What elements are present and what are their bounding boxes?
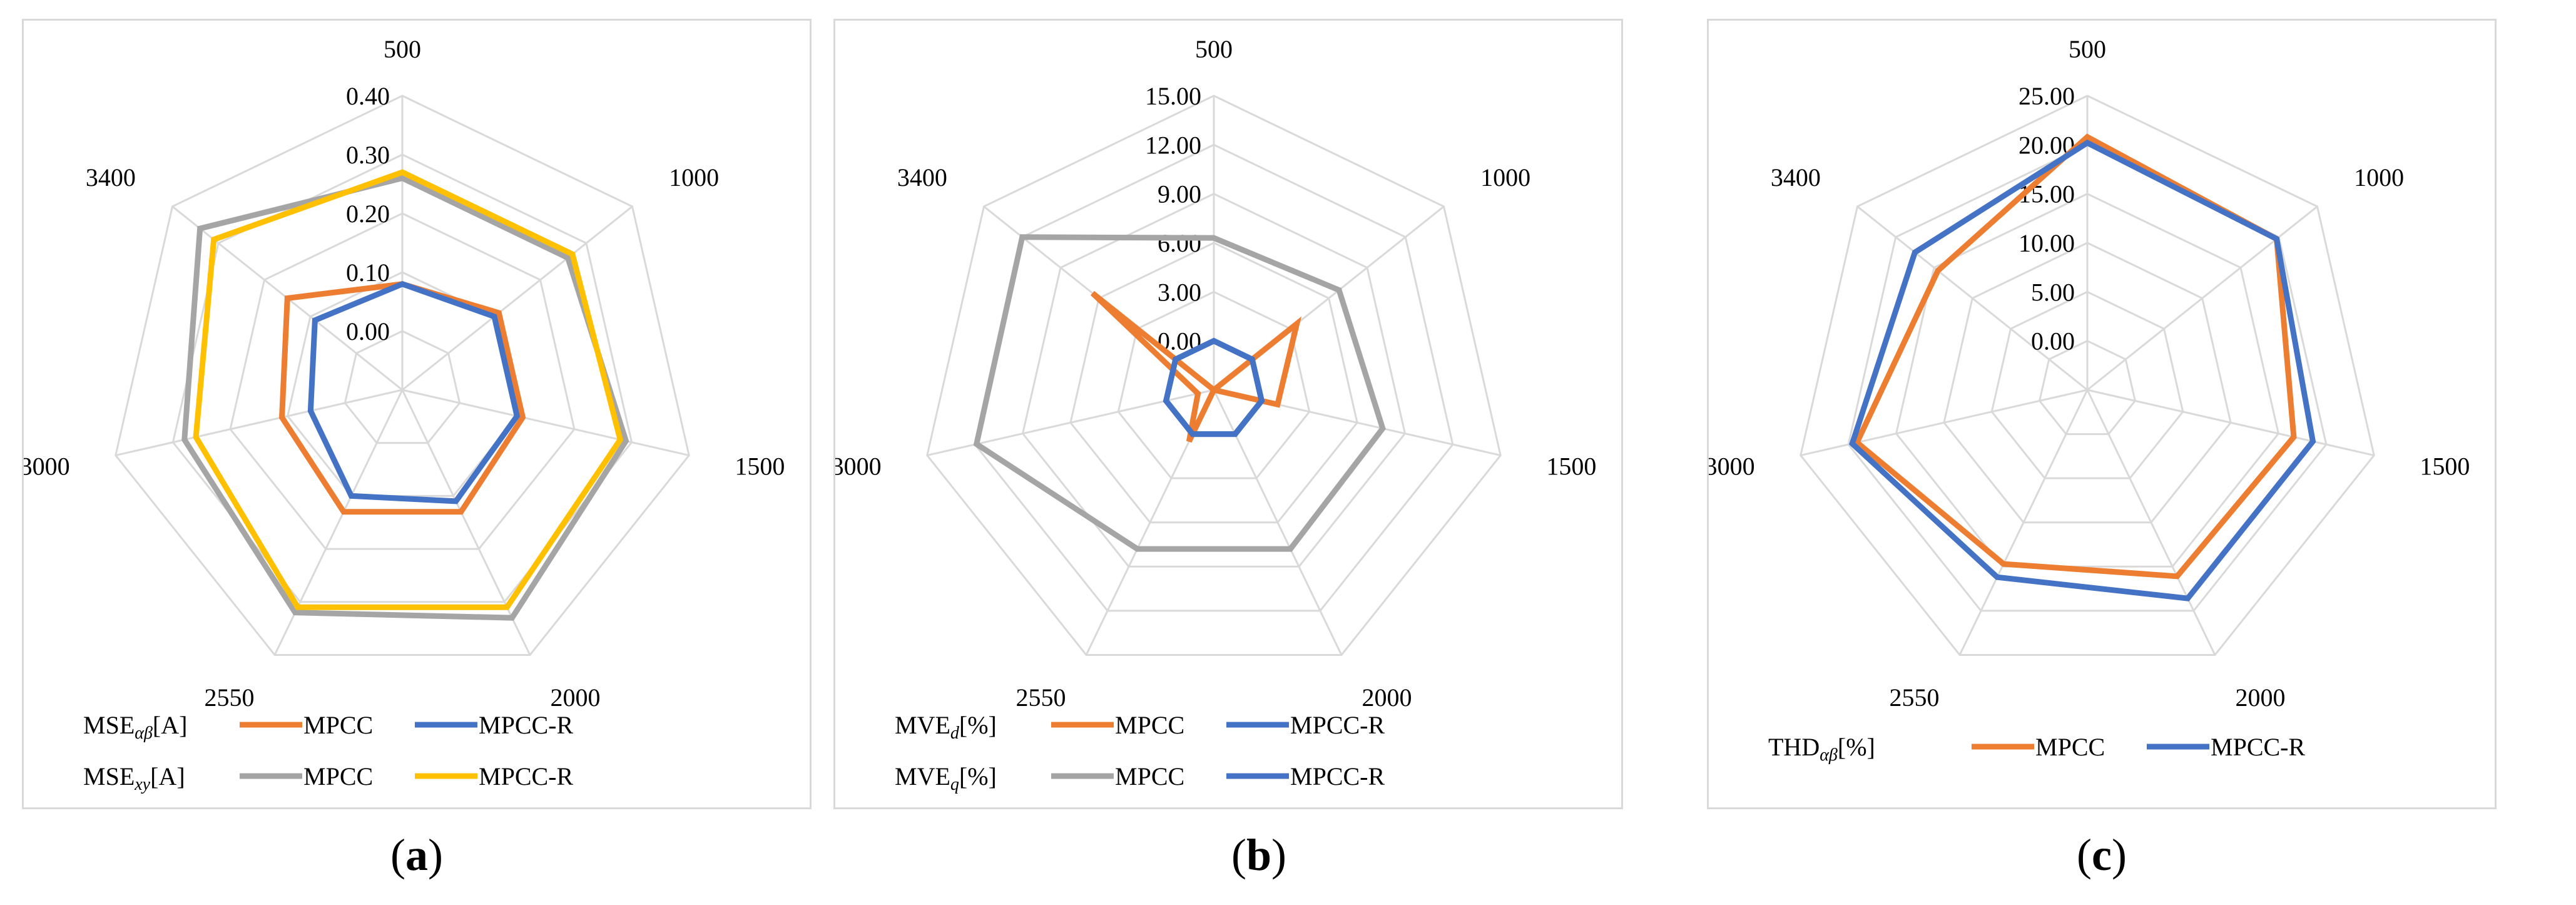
legend-item-label: MPCC-R <box>479 762 573 790</box>
grid-spoke <box>1958 389 2089 656</box>
tick-label: 0.20 <box>346 200 390 228</box>
category-label: 3000 <box>24 452 70 480</box>
legend-group-label: MVEd[%] <box>895 711 997 743</box>
legend-item-label: MPCC-R <box>2211 733 2305 761</box>
radar-panel-c: 0.00 5.00 10.00 15.00 20.00 25.00 500 1000 1500 2… <box>1707 19 2497 809</box>
grid-ring <box>926 95 1502 656</box>
tick-label: 0.00 <box>2031 327 2075 355</box>
grid-ring <box>1847 143 2328 612</box>
radar-chart-c: 0.005.0010.0015.0020.0025.00500100015002… <box>1709 35 2470 765</box>
category-label: 1500 <box>2420 452 2470 480</box>
category-label: 3000 <box>1709 452 1755 480</box>
series-line <box>1090 290 1302 443</box>
grid-ring <box>229 212 576 550</box>
caption-c-letter: c <box>2092 830 2112 880</box>
category-label: 500 <box>1195 35 1233 63</box>
tick-label: 0.40 <box>346 82 390 110</box>
tick-label: 15.00 <box>1145 82 1201 110</box>
tick-label: 15.00 <box>2019 180 2075 208</box>
grid-spoke <box>2086 389 2216 656</box>
legend-item-label: MPCC-R <box>1290 711 1385 739</box>
category-label: 500 <box>384 35 421 63</box>
legend-group-label: MSEαβ[A] <box>83 711 187 743</box>
legend-item-label: MPCC <box>1115 762 1184 790</box>
caption-a-letter: a <box>405 830 428 880</box>
legend-item-label: MPCC <box>303 711 373 739</box>
tick-label: 0.10 <box>346 258 390 287</box>
radar-chart-a: 0.00 0.10 0.20 0.30 0.40 500 1000 1500 2000 2550 3… <box>24 35 785 794</box>
series-line <box>1849 140 2316 601</box>
grid-spoke <box>2087 389 2375 457</box>
series-line <box>278 281 526 515</box>
tick-label: 25.00 <box>2019 82 2075 110</box>
caption-a: (a) <box>390 830 443 880</box>
category-label: 2000 <box>1362 683 1412 712</box>
category-label: 3400 <box>897 163 947 192</box>
legend-group-label: MVEq[%] <box>895 762 997 794</box>
tick-label: 5.00 <box>2031 278 2075 306</box>
category-label: 3400 <box>1771 163 1821 192</box>
grid-ring <box>115 95 690 656</box>
caption-b: (b) <box>1231 830 1286 880</box>
caption-b-letter: b <box>1246 830 1272 880</box>
category-label: 2550 <box>1890 683 1940 712</box>
category-label: 1500 <box>1546 452 1596 480</box>
category-label: 1000 <box>669 163 719 192</box>
category-label: 2550 <box>1016 683 1066 712</box>
grid-ring <box>1069 242 1358 524</box>
category-label: 2000 <box>2235 683 2285 712</box>
grid-spoke <box>402 205 633 391</box>
series-line <box>1853 133 2297 580</box>
tick-label: 9.00 <box>1158 180 1201 208</box>
category-label: 1000 <box>2354 163 2404 192</box>
radar-panel-a: 0.00 0.10 0.20 0.30 0.40 500 1000 1500 2000 2550 3… <box>22 19 812 809</box>
grid-spoke <box>401 389 531 656</box>
category-label: 500 <box>2069 35 2106 63</box>
legend-item-label: MPCC-R <box>479 711 573 739</box>
grid-spoke <box>1856 205 2088 391</box>
tick-label: 12.00 <box>1145 131 1201 159</box>
grid-spoke <box>927 389 1214 457</box>
grid-ring <box>1800 95 2375 656</box>
legend-group-label: MSExy[A] <box>83 762 185 794</box>
grid-spoke <box>1800 389 2088 457</box>
grid-ring <box>1990 290 2184 479</box>
grid-spoke <box>115 389 403 457</box>
grid-spoke <box>402 389 690 457</box>
legend-item-label: MPCC <box>1115 711 1184 739</box>
category-label: 1500 <box>735 452 785 480</box>
tick-label: 3.00 <box>1158 278 1201 306</box>
series-line <box>307 280 521 504</box>
category-label: 3400 <box>86 163 136 192</box>
caption-c: (c) <box>2077 830 2127 880</box>
tick-label: 0.30 <box>346 141 390 169</box>
legend-group-label: THDαβ[%] <box>1768 733 1875 765</box>
series-line <box>193 169 624 610</box>
category-label: 2550 <box>205 683 255 712</box>
radar-panel-b: 0.00 3.00 6.00 9.00 12.00 15.00 500 1000 1500 200… <box>833 19 1623 809</box>
category-label: 3000 <box>835 452 882 480</box>
legend-item-label: MPCC <box>303 762 373 790</box>
tick-label: 10.00 <box>2019 229 2075 257</box>
category-label: 2000 <box>550 683 600 712</box>
grid-ring <box>1943 242 2232 524</box>
series-line <box>1163 337 1265 437</box>
radar-chart-b: 0.003.006.009.0012.0015.0050010001500200… <box>835 35 1596 794</box>
legend-item-label: MPCC-R <box>1290 762 1385 790</box>
category-label: 1000 <box>1480 163 1530 192</box>
series-line <box>973 234 1386 552</box>
grid-ring <box>2039 340 2136 436</box>
grid-ring <box>344 330 461 444</box>
tick-label: 0.00 <box>346 317 390 345</box>
legend-item-label: MPCC <box>2035 733 2105 761</box>
tick-label: 6.00 <box>1158 229 1201 257</box>
series-line <box>181 175 629 621</box>
grid-ring <box>1021 193 1407 568</box>
